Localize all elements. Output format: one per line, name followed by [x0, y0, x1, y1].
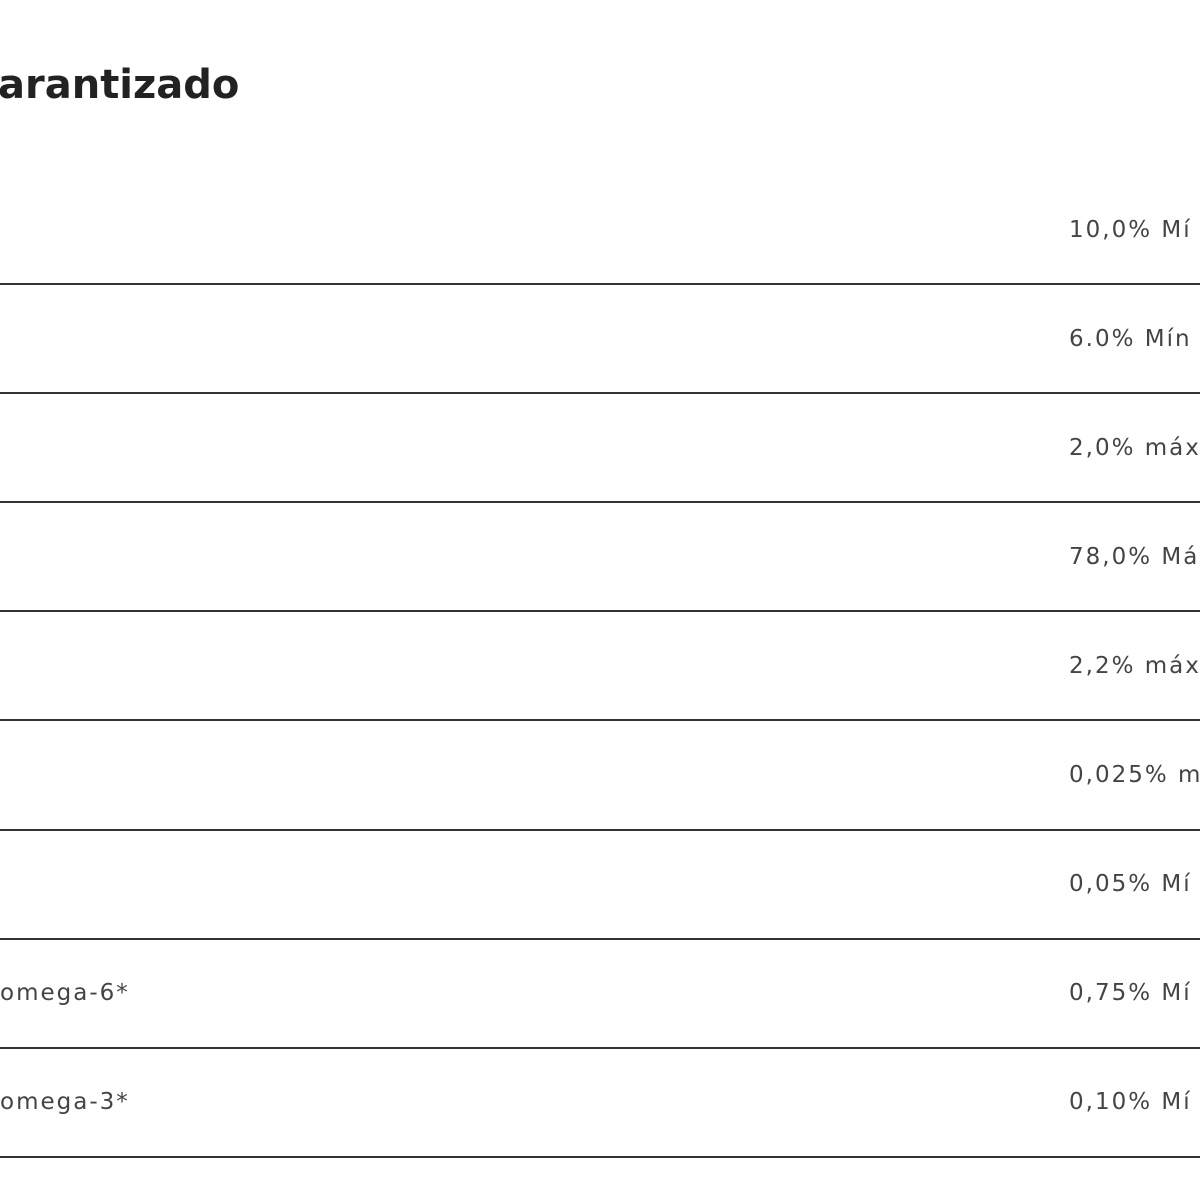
heading: arantizado — [0, 62, 240, 108]
table-row: 6.0% Mín — [0, 285, 1200, 395]
row-value: 0,025% m — [1069, 762, 1200, 788]
row-value: 10,0% Mí — [1069, 216, 1192, 243]
table-row: 78,0% Má — [0, 503, 1200, 613]
table-row: 10,0% Mí — [0, 176, 1200, 285]
row-label: omega-6* — [0, 980, 130, 1007]
row-value: 0,75% Mí — [1069, 980, 1192, 1007]
table-row: omega-6* 0,75% Mí — [0, 940, 1200, 1049]
table-row: 2,2% máx — [0, 612, 1200, 722]
row-value: 78,0% Má — [1069, 543, 1200, 570]
row-label: omega-3* — [0, 1089, 130, 1116]
row-value: 0,10% Mí — [1069, 1089, 1192, 1116]
row-value: 2,2% máx — [1069, 652, 1200, 679]
row-value: 0,05% Mí — [1069, 871, 1192, 898]
table-row: omega-3* 0,10% Mí — [0, 1049, 1200, 1158]
row-value: 2,0% máx — [1069, 434, 1200, 461]
table-row: 0,025% m — [0, 722, 1200, 831]
table-row: 0,05% Mí — [0, 831, 1200, 940]
row-value: 6.0% Mín — [1069, 325, 1192, 352]
table-row: 2,0% máx — [0, 394, 1200, 504]
